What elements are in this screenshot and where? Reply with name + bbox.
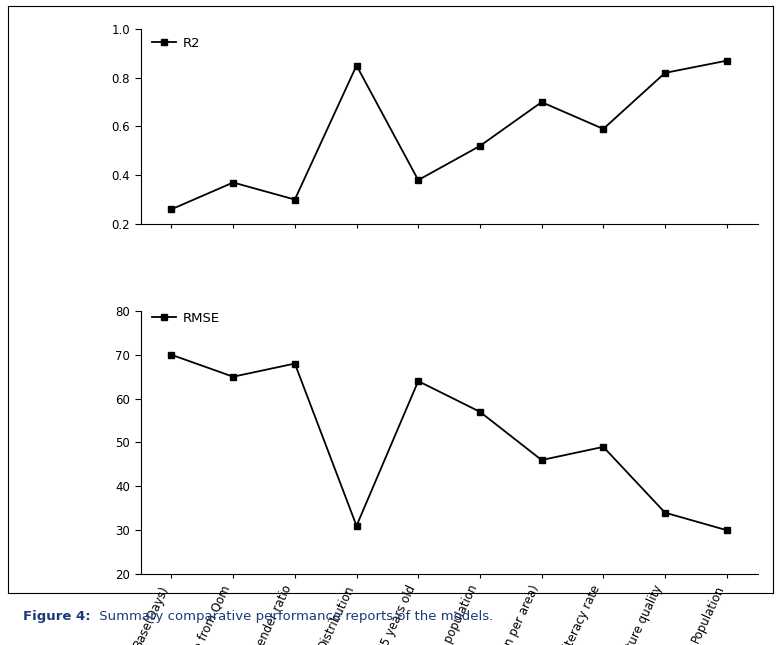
- Text: Figure 4:: Figure 4:: [23, 610, 91, 622]
- Legend: RMSE: RMSE: [147, 307, 225, 331]
- Text: Summary comparative performance reports of the models.: Summary comparative performance reports …: [95, 610, 494, 622]
- Legend: R2: R2: [147, 32, 205, 55]
